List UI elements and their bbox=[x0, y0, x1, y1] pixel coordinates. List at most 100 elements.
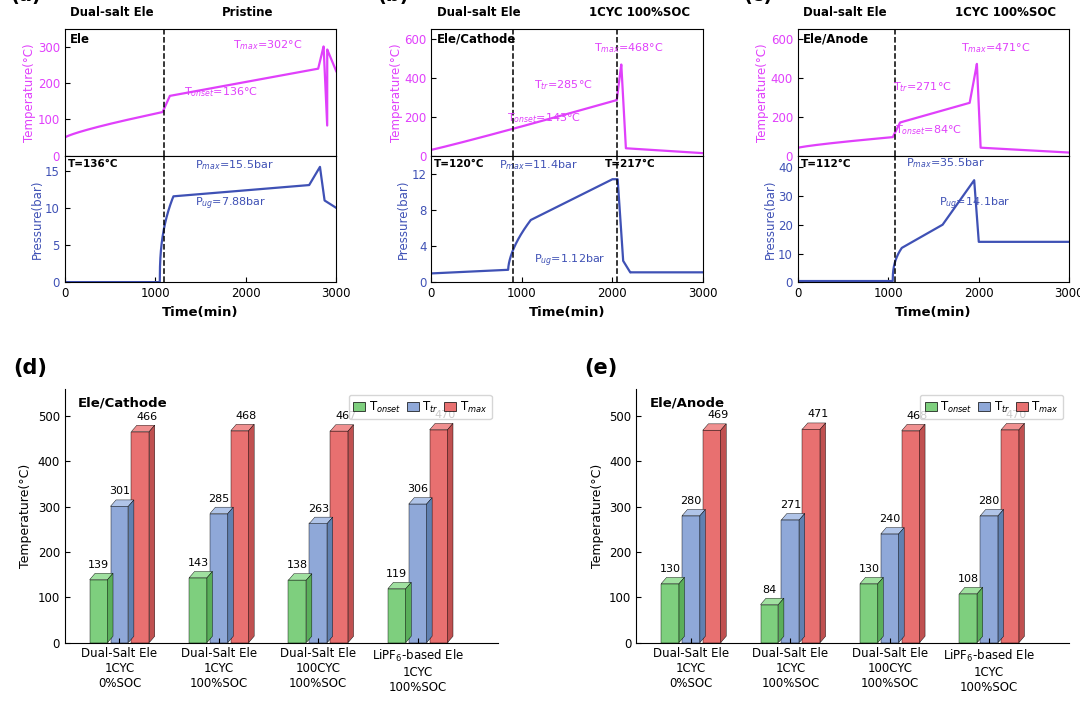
Text: Dual-salt Ele: Dual-salt Ele bbox=[436, 6, 521, 19]
Text: 466: 466 bbox=[136, 412, 158, 422]
FancyBboxPatch shape bbox=[309, 523, 327, 643]
Polygon shape bbox=[90, 573, 113, 580]
Text: 1CYC 100%SOC: 1CYC 100%SOC bbox=[955, 6, 1056, 19]
Polygon shape bbox=[228, 507, 233, 643]
Polygon shape bbox=[679, 578, 685, 643]
FancyBboxPatch shape bbox=[860, 583, 878, 643]
Text: Dual-salt Ele: Dual-salt Ele bbox=[804, 6, 887, 19]
Text: 468: 468 bbox=[906, 411, 928, 421]
Polygon shape bbox=[820, 423, 825, 643]
Text: 1CYC 100%SOC: 1CYC 100%SOC bbox=[589, 6, 690, 19]
Text: 470: 470 bbox=[434, 410, 456, 419]
Y-axis label: Pressure(bar): Pressure(bar) bbox=[30, 179, 43, 258]
FancyBboxPatch shape bbox=[189, 578, 207, 643]
Text: 301: 301 bbox=[109, 487, 130, 496]
FancyBboxPatch shape bbox=[760, 604, 779, 643]
FancyBboxPatch shape bbox=[90, 580, 108, 643]
Polygon shape bbox=[406, 583, 411, 643]
Text: (c): (c) bbox=[743, 0, 773, 5]
Polygon shape bbox=[779, 599, 784, 643]
Text: 130: 130 bbox=[859, 564, 879, 574]
Polygon shape bbox=[388, 583, 411, 588]
Polygon shape bbox=[881, 528, 904, 534]
Text: Ele/Cathode: Ele/Cathode bbox=[78, 396, 167, 409]
Polygon shape bbox=[447, 423, 453, 643]
Text: 139: 139 bbox=[89, 560, 109, 570]
Text: 471: 471 bbox=[807, 409, 828, 419]
Text: 271: 271 bbox=[780, 500, 801, 510]
Text: 280: 280 bbox=[680, 496, 702, 506]
Text: T=120°C: T=120°C bbox=[434, 160, 485, 170]
Polygon shape bbox=[330, 425, 353, 431]
FancyBboxPatch shape bbox=[1001, 430, 1020, 643]
FancyBboxPatch shape bbox=[902, 430, 919, 643]
Polygon shape bbox=[977, 587, 983, 643]
FancyBboxPatch shape bbox=[110, 506, 129, 643]
Text: Ele/Anode: Ele/Anode bbox=[804, 32, 869, 45]
Polygon shape bbox=[348, 425, 353, 643]
Text: 108: 108 bbox=[958, 574, 978, 583]
Legend: T$_{onset}$, T$_{tr}$, T$_{max}$: T$_{onset}$, T$_{tr}$, T$_{max}$ bbox=[349, 395, 491, 419]
Text: P$_{max}$=11.4bar: P$_{max}$=11.4bar bbox=[499, 158, 578, 172]
Text: P$_{max}$=15.5bar: P$_{max}$=15.5bar bbox=[195, 158, 273, 172]
Polygon shape bbox=[799, 513, 805, 643]
Legend: T$_{onset}$, T$_{tr}$, T$_{max}$: T$_{onset}$, T$_{tr}$, T$_{max}$ bbox=[920, 395, 1064, 419]
FancyBboxPatch shape bbox=[388, 588, 406, 643]
Polygon shape bbox=[1001, 423, 1025, 430]
Text: T$_{max}$=468°C: T$_{max}$=468°C bbox=[594, 42, 663, 56]
Polygon shape bbox=[231, 425, 254, 430]
Polygon shape bbox=[149, 425, 154, 643]
Y-axis label: Temperature(°C): Temperature(°C) bbox=[756, 43, 769, 142]
FancyBboxPatch shape bbox=[210, 513, 228, 643]
Polygon shape bbox=[720, 424, 726, 643]
Polygon shape bbox=[307, 574, 312, 643]
Polygon shape bbox=[288, 574, 312, 580]
Text: 285: 285 bbox=[208, 494, 230, 503]
FancyBboxPatch shape bbox=[959, 593, 977, 643]
FancyBboxPatch shape bbox=[661, 583, 679, 643]
FancyBboxPatch shape bbox=[981, 516, 998, 643]
FancyBboxPatch shape bbox=[782, 520, 799, 643]
Polygon shape bbox=[860, 578, 883, 583]
Text: P$_{max}$=35.5bar: P$_{max}$=35.5bar bbox=[906, 156, 985, 170]
Text: T$_{tr}$=285°C: T$_{tr}$=285°C bbox=[535, 79, 593, 92]
FancyBboxPatch shape bbox=[703, 430, 720, 643]
Polygon shape bbox=[327, 517, 333, 643]
Text: 143: 143 bbox=[188, 558, 208, 568]
Text: 467: 467 bbox=[335, 411, 356, 421]
Polygon shape bbox=[430, 423, 453, 430]
Text: (d): (d) bbox=[13, 358, 46, 378]
FancyBboxPatch shape bbox=[802, 430, 820, 643]
Text: 468: 468 bbox=[235, 411, 257, 421]
Text: T$_{max}$=471°C: T$_{max}$=471°C bbox=[960, 42, 1030, 56]
Text: 280: 280 bbox=[978, 496, 1000, 506]
Text: T$_{max}$=302°C: T$_{max}$=302°C bbox=[233, 38, 302, 51]
Text: P$_{ug}$=1.12bar: P$_{ug}$=1.12bar bbox=[535, 253, 606, 269]
Polygon shape bbox=[207, 572, 213, 643]
X-axis label: Time(min): Time(min) bbox=[162, 306, 239, 319]
Text: Ele/Anode: Ele/Anode bbox=[649, 396, 725, 409]
FancyBboxPatch shape bbox=[132, 432, 149, 643]
Y-axis label: Temperature(°C): Temperature(°C) bbox=[390, 43, 403, 142]
Polygon shape bbox=[700, 510, 705, 643]
Polygon shape bbox=[703, 424, 726, 430]
Polygon shape bbox=[681, 510, 705, 516]
X-axis label: Time(min): Time(min) bbox=[895, 306, 972, 319]
Y-axis label: Pressure(bar): Pressure(bar) bbox=[397, 179, 410, 258]
Polygon shape bbox=[902, 425, 926, 430]
FancyBboxPatch shape bbox=[408, 504, 427, 643]
Text: (b): (b) bbox=[377, 0, 408, 5]
Polygon shape bbox=[189, 572, 213, 578]
Polygon shape bbox=[760, 599, 784, 604]
Polygon shape bbox=[998, 510, 1003, 643]
Text: T$_{onset}$=143°C: T$_{onset}$=143°C bbox=[508, 111, 581, 125]
Polygon shape bbox=[132, 425, 154, 432]
Text: 306: 306 bbox=[407, 484, 428, 494]
Polygon shape bbox=[248, 425, 254, 643]
FancyBboxPatch shape bbox=[430, 430, 447, 643]
Text: T=217°C: T=217°C bbox=[605, 160, 656, 170]
Text: P$_{ug}$=14.1bar: P$_{ug}$=14.1bar bbox=[939, 196, 1011, 212]
Text: T$_{onset}$=136°C: T$_{onset}$=136°C bbox=[185, 84, 258, 99]
Text: Dual-salt Ele: Dual-salt Ele bbox=[70, 6, 153, 19]
FancyBboxPatch shape bbox=[681, 516, 700, 643]
